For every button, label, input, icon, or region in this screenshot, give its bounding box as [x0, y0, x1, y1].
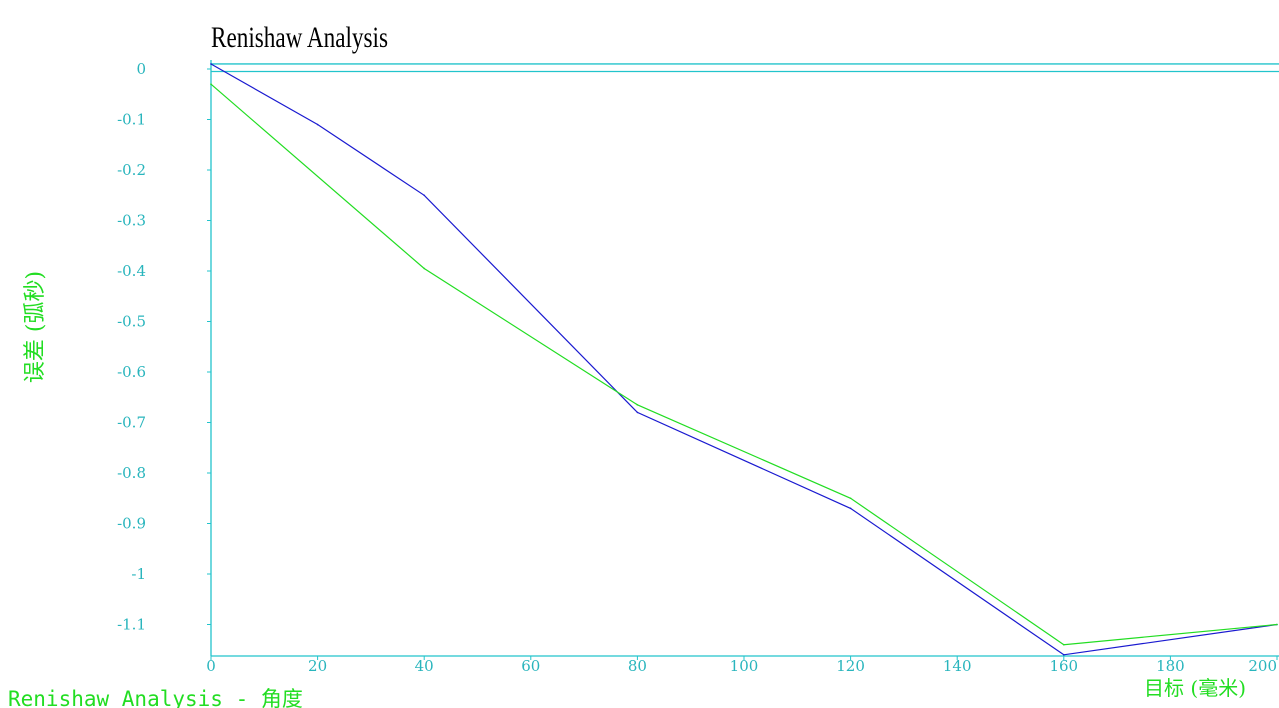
- series-0-point: [636, 411, 639, 414]
- y-tick-label: -1: [131, 565, 146, 583]
- y-tick-label: -0.2: [117, 161, 146, 179]
- y-tick-label: -0.7: [117, 414, 146, 432]
- chart-title: Renishaw Analysis: [211, 21, 388, 54]
- series-0-point: [316, 123, 319, 126]
- series-0-point: [849, 507, 852, 510]
- series-0-point: [1063, 654, 1065, 656]
- y-tick-label: -0.3: [117, 212, 146, 230]
- y-axis-ticks: 0 -0.1 -0.2 -0.3 -0.4 -0.5 -0.6 -0.7 -0.8 -0.9 -1 -…: [117, 60, 211, 634]
- x-axis-label: 目标 (毫米): [1144, 676, 1246, 700]
- y-tick-label: -0.8: [117, 464, 146, 482]
- x-axis-ticks: 0 20 40 60 80 100 120 140 160 180 200: [206, 656, 1278, 675]
- x-tick-label: 120: [836, 657, 865, 675]
- series-1-point: [423, 267, 426, 270]
- series-0-point: [423, 194, 426, 197]
- series-line-1: [210, 83, 1278, 646]
- reference-lines: [211, 63, 1279, 73]
- footer-caption: Renishaw Analysis - 角度: [8, 687, 303, 708]
- y-tick-label: -0.5: [117, 313, 146, 331]
- series-1-point: [1276, 623, 1278, 626]
- y-axis-label: 误差 (弧秒): [23, 271, 48, 383]
- x-tick-label: 200: [1248, 657, 1277, 675]
- x-tick-label: 40: [415, 657, 434, 675]
- series-1-point: [849, 497, 852, 500]
- x-tick-label: 60: [521, 657, 540, 675]
- series-0-point: [210, 63, 212, 65]
- x-tick-label: 0: [206, 657, 216, 675]
- y-tick-label: -0.6: [117, 363, 146, 381]
- x-tick-label: 180: [1156, 657, 1185, 675]
- y-tick-label: -0.4: [117, 262, 146, 280]
- series-1-point: [636, 404, 639, 406]
- x-tick-label: 20: [308, 657, 327, 675]
- series-1-point: [1063, 643, 1065, 646]
- x-tick-label: 100: [730, 657, 759, 675]
- x-tick-label: 140: [943, 657, 972, 675]
- series-line-0: [210, 63, 1278, 656]
- y-tick-label: -0.9: [117, 515, 146, 533]
- series-layer: [210, 63, 1278, 656]
- y-tick-label: -0.1: [117, 111, 146, 129]
- x-tick-label: 80: [628, 657, 647, 675]
- y-tick-label: 0: [136, 60, 146, 78]
- y-tick-label: -1.1: [117, 616, 146, 634]
- x-tick-label: 160: [1049, 657, 1078, 675]
- series-1-point: [210, 83, 212, 85]
